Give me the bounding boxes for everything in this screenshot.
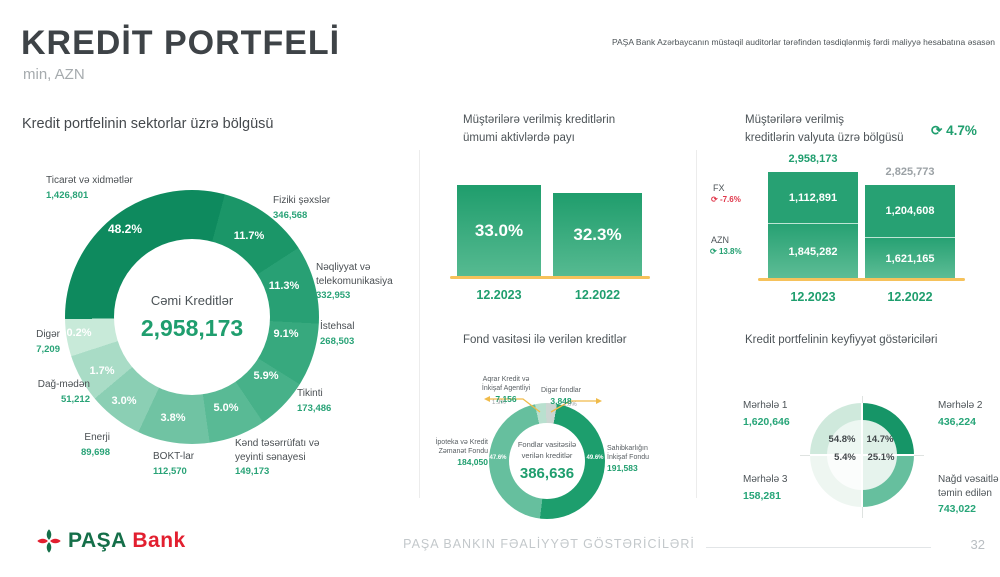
- currency-baseline: [758, 278, 965, 281]
- currency-legend-azn-label: AZN: [711, 235, 729, 245]
- currency-2022-azn-block: 1,621,165: [865, 237, 955, 279]
- quality-white-gap-horizontal: [810, 454, 914, 456]
- quality-label-m3: Mərhələ 3 158,281: [743, 474, 788, 502]
- sector-label-kend: Kənd təsərrüfatı və yeyinti sənayesi 149…: [235, 438, 320, 477]
- fund-center-value: 386,636: [519, 464, 575, 482]
- sector-pct-dag: 1.7%: [89, 365, 115, 377]
- currency-total-2023: 2,958,173: [788, 153, 838, 165]
- pasha-bank-logo-icon: [37, 529, 61, 553]
- sector-label-dag: Dağ-mədən 51,212: [37, 379, 90, 405]
- sector-label-diger: Digər 7,209: [36, 329, 60, 355]
- fund-chart-title: Fond vasitəsi ilə verilən kreditlər: [463, 334, 627, 346]
- sector-donut-chart: Cəmi Kreditlər 2,958,173: [65, 190, 319, 444]
- sector-chart-title: Kredit portfelinin sektorlar üzrə bölgüs…: [22, 116, 274, 132]
- sector-donut-center: Cəmi Kreditlər 2,958,173: [114, 239, 270, 395]
- pasha-bank-wordmark: PAŞA Bank: [68, 529, 186, 552]
- refresh-icon: ⟳: [711, 195, 718, 204]
- page-title: KREDİT PORTFELİ: [21, 24, 341, 62]
- fund-label-ipoteka: İpoteka və Kredit Zəmanət Fondu 184,050: [435, 439, 488, 468]
- assets-bar-2023: 33.0%: [457, 185, 541, 276]
- assets-bar-2022-value: 32.3%: [573, 224, 622, 244]
- currency-legend-azn-change: ⟳ 13.8%: [710, 247, 742, 256]
- currency-period-2023: 12.2023: [790, 290, 836, 304]
- assets-bar-2022: 32.3%: [553, 193, 642, 276]
- quality-label-m1: Mərhələ 1 1,620,646: [743, 400, 790, 428]
- currency-2023-fx-block: 1,112,891: [768, 172, 858, 223]
- leader-lines: [484, 396, 602, 413]
- vertical-divider-left: [419, 150, 420, 498]
- sector-pct-enerji: 3.0%: [111, 395, 137, 407]
- currency-2023-azn-block: 1,845,282: [768, 223, 858, 279]
- sector-pct-kend: 5.0%: [213, 402, 239, 414]
- quality-chart-title: Kredit portfelinin keyfiyyət göstəricilə…: [745, 334, 938, 346]
- assets-chart-title: Müştərilərə verilmiş kreditlərin ümumi a…: [463, 114, 616, 144]
- disclaimer-text: PAŞA Bank Azərbaycanın müstəqil auditorl…: [611, 37, 995, 47]
- sector-label-enerji: Enerji 89,698: [80, 432, 110, 458]
- refresh-icon: ⟳: [710, 247, 717, 256]
- fund-donut-chart: Fondlar vasitəsilə verilən kreditlər 386…: [489, 403, 605, 519]
- fund-label-sahibkar: Sahibkarlığın İnkişaf Fondu 191,583: [607, 445, 650, 474]
- sector-label-bokt: BOKT-lar 112,570: [153, 451, 195, 477]
- currency-2022-fx-block: 1,204,608: [865, 185, 955, 237]
- sector-label-ticaret: Ticarət və xidmətlər 1,426,801: [46, 175, 133, 201]
- vertical-divider-right: [696, 150, 697, 498]
- footer-section-title: PAŞA BANKIN FƏALİYYƏT GÖSTƏRİCİLƏRİ: [403, 537, 695, 551]
- currency-total-change: ⟳ 4.7%: [931, 123, 977, 138]
- quality-donut-chart: [810, 403, 914, 507]
- fund-donut-center: Fondlar vasitəsilə verilən kreditlər 386…: [509, 423, 585, 499]
- quality-pct-nagd: 25.1%: [867, 452, 895, 463]
- sector-pct-tikinti: 5.9%: [253, 370, 279, 382]
- assets-period-2023: 12.2023: [476, 288, 522, 302]
- sector-pct-bokt: 3.8%: [160, 412, 186, 424]
- sector-label-fiziki: Fiziki şəxslər 346,568: [273, 195, 331, 221]
- currency-legend-fx-change: ⟳ -7.6%: [711, 195, 741, 204]
- fund-pct-sahibkar: 49.6%: [586, 455, 604, 461]
- page-number: 32: [970, 537, 985, 552]
- fund-tinypct-aqrar: 1.9%: [492, 400, 506, 406]
- quality-pct-m2: 14.7%: [866, 434, 894, 445]
- quality-pct-m1: 54.8%: [828, 434, 856, 445]
- fund-label-aqrar: Aqrar Kredit və İnkişaf Agentliyi 7,156: [481, 376, 531, 405]
- assets-baseline: [450, 276, 650, 279]
- sector-label-tikinti: Tikinti 173,486: [297, 388, 332, 414]
- quality-pct-m3: 5.4%: [834, 452, 856, 463]
- fund-pct-ipoteka: 47.6%: [489, 455, 507, 461]
- fund-center-caption: Fondlar vasitəsilə verilən kreditlər: [517, 440, 577, 460]
- currency-total-2022: 2,825,773: [885, 166, 935, 178]
- refresh-icon: ⟳: [931, 123, 943, 138]
- sector-pct-ticaret: 48.2%: [107, 222, 143, 236]
- sector-label-istehsal: İstehsal 268,503: [320, 321, 355, 347]
- fund-tinypct-diger: 1.0%: [563, 402, 577, 408]
- currency-legend-fx-label: FX: [713, 183, 725, 193]
- fund-label-diger: Digər fondlar 3,848: [540, 387, 582, 407]
- assets-bar-2023-value: 33.0%: [474, 220, 524, 240]
- sector-pct-fiziki: 11.7%: [233, 230, 265, 242]
- footer-divider-line: [706, 547, 931, 548]
- currency-period-2022: 12.2022: [887, 290, 933, 304]
- sector-pct-diger: 0.2%: [66, 327, 92, 339]
- page-subtitle: min, AZN: [23, 66, 85, 83]
- currency-chart-title: Müştərilərə verilmiş kreditlərin valyuta…: [745, 114, 904, 144]
- total-credits-caption: Cəmi Kreditlər: [150, 292, 234, 308]
- assets-period-2022: 12.2022: [574, 288, 621, 302]
- quality-label-m2: Mərhələ 2 436,224: [938, 400, 983, 428]
- sector-label-neqliyyat: Nəqliyyat və telekomunikasiya 332,953: [316, 262, 393, 301]
- sector-pct-neqliyyat: 11.3%: [268, 280, 300, 292]
- quality-label-nagd: Nağd vəsaitlə təmin edilən 743,022: [938, 474, 999, 515]
- total-credits-value: 2,958,173: [140, 314, 244, 341]
- sector-pct-istehsal: 9.1%: [273, 328, 299, 340]
